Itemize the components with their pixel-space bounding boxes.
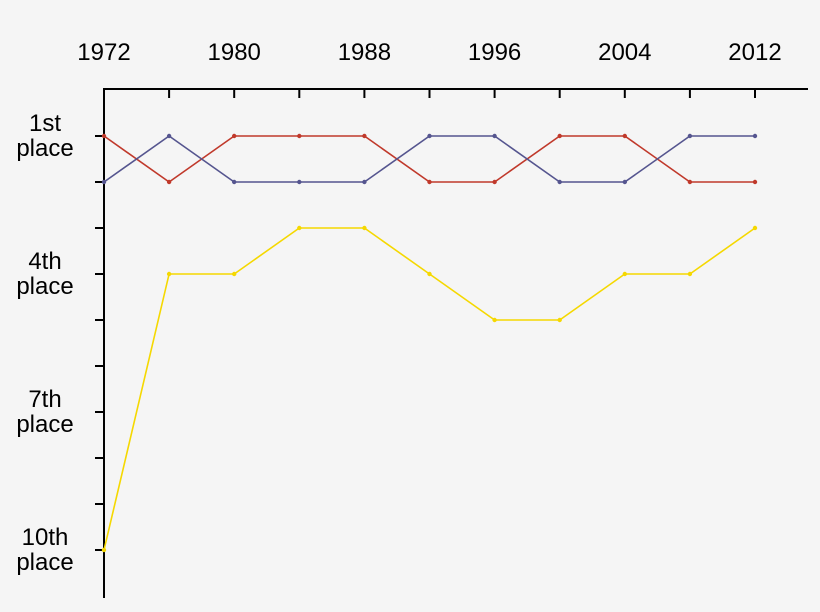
- data-point: [166, 271, 172, 277]
- data-point: [232, 133, 237, 139]
- data-point: [752, 225, 758, 231]
- x-tick-label: 1988: [338, 39, 391, 66]
- data-point: [557, 179, 562, 185]
- data-point: [362, 133, 367, 139]
- data-point: [622, 133, 627, 139]
- data-point: [752, 133, 758, 139]
- data-point: [232, 179, 237, 185]
- data-point: [101, 547, 107, 553]
- series-lines: [101, 133, 758, 553]
- data-point: [427, 133, 432, 139]
- data-point: [622, 271, 627, 277]
- data-point: [232, 271, 237, 277]
- series-line-2: [103, 227, 756, 551]
- data-point: [492, 317, 497, 323]
- data-point: [166, 133, 172, 139]
- data-point: [492, 179, 497, 185]
- data-point: [297, 133, 302, 139]
- y-tick-label: 10th place: [16, 524, 73, 576]
- data-point: [297, 179, 302, 185]
- data-point: [362, 225, 367, 231]
- tick-labels: 1972 1980 1988 1996 2004 2012 1st place 4th place…: [16, 39, 781, 576]
- y-tick-label: 1st place: [16, 110, 73, 162]
- data-point: [687, 133, 693, 139]
- data-point: [166, 179, 172, 185]
- data-point: [557, 317, 562, 323]
- data-point: [687, 271, 693, 277]
- data-point: [101, 179, 107, 185]
- series-line-1: [103, 135, 755, 183]
- data-point: [297, 225, 302, 231]
- y-tick-label: 7th place: [16, 386, 73, 438]
- data-point: [752, 179, 758, 185]
- x-tick-label: 1996: [468, 39, 521, 66]
- data-point: [101, 133, 107, 139]
- data-point: [427, 271, 432, 277]
- x-tick-label: 1980: [208, 39, 261, 66]
- x-tick-label: 2004: [598, 39, 651, 66]
- data-point: [557, 133, 562, 139]
- data-point: [622, 179, 627, 185]
- y-tick-label: 4th place: [16, 248, 73, 300]
- x-tick-label: 2012: [728, 39, 781, 66]
- x-tick-label: 1972: [77, 39, 130, 66]
- data-point: [427, 179, 432, 185]
- data-point: [492, 133, 497, 139]
- data-point: [687, 179, 693, 185]
- data-point: [362, 179, 367, 185]
